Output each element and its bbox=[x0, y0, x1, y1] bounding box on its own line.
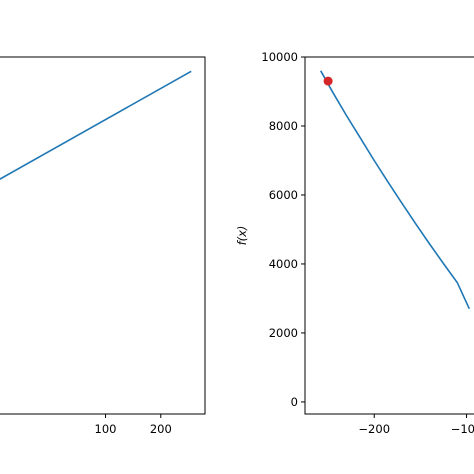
right-plot-area: 0 2000 4000 6000 8000 10000 −200 −100 bbox=[261, 50, 474, 436]
right-y-tick-label: 0 bbox=[291, 395, 298, 409]
right-x-tick-label: −100 bbox=[451, 422, 474, 436]
right-chart: 0 2000 4000 6000 8000 10000 −200 −100 f(x) bbox=[235, 50, 474, 436]
right-x-tick-label: −200 bbox=[358, 422, 390, 436]
right-y-axis-label: f(x) bbox=[235, 226, 249, 246]
right-y-ticks: 0 2000 4000 6000 8000 10000 bbox=[261, 50, 305, 409]
right-y-tick-label: 8000 bbox=[269, 119, 298, 133]
right-x-ticks: −200 −100 bbox=[358, 414, 474, 436]
left-plot-area: 100 200 bbox=[0, 56, 206, 436]
right-start-marker bbox=[323, 76, 333, 86]
right-series-line bbox=[320, 70, 471, 310]
left-x-tick-label: 200 bbox=[150, 422, 172, 436]
left-series-line bbox=[0, 70, 192, 180]
right-y-tick-label: 10000 bbox=[261, 50, 298, 64]
right-y-tick-label: 6000 bbox=[269, 188, 298, 202]
left-chart: 100 200 bbox=[0, 56, 206, 436]
left-x-tick-label: 100 bbox=[95, 422, 117, 436]
right-y-tick-label: 4000 bbox=[269, 257, 298, 271]
right-axes-frame bbox=[304, 56, 474, 415]
left-x-ticks: 100 200 bbox=[95, 414, 172, 436]
right-y-tick-label: 2000 bbox=[269, 326, 298, 340]
left-axes-frame bbox=[0, 56, 206, 415]
